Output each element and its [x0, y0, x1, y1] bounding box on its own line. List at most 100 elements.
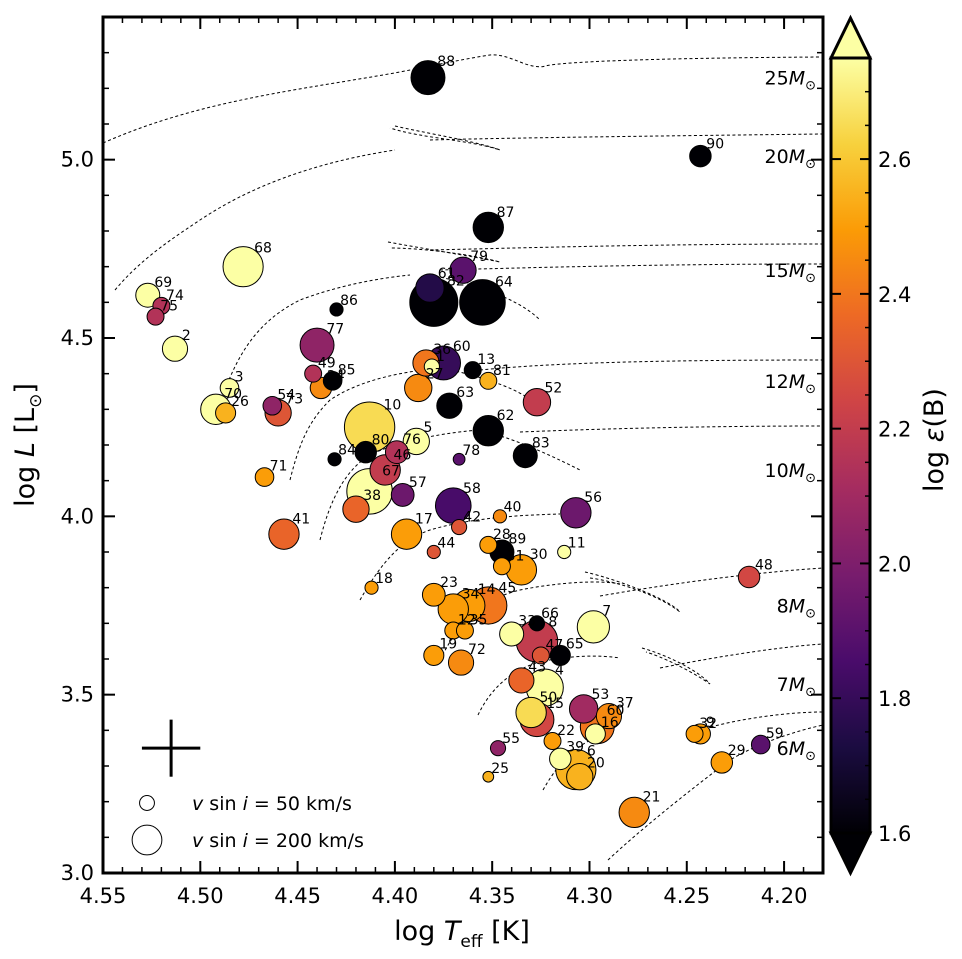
point-label: 56 [584, 490, 602, 506]
point-label: 66 [541, 606, 559, 622]
y-tick-label: 4.0 [61, 504, 94, 528]
point-label: 57 [409, 475, 427, 491]
point-label: 3 [235, 369, 244, 385]
point-label: 83 [532, 435, 550, 451]
data-point [455, 621, 474, 640]
data-point [522, 388, 552, 417]
track-line [114, 149, 396, 291]
point-label: 78 [462, 443, 480, 459]
data-point [472, 415, 504, 447]
data-point [327, 452, 342, 467]
data-point [449, 256, 477, 284]
data-point [557, 544, 572, 560]
legend: v sin i = 50 km/s v sin i = 200 km/s [131, 719, 364, 856]
data-point [219, 378, 240, 398]
point-label: 46 [394, 447, 412, 463]
legend-marker [131, 824, 163, 856]
track-line [584, 571, 681, 613]
point-label: 79 [470, 249, 488, 265]
point-label: 15 [546, 696, 564, 712]
point-label: 52 [544, 381, 562, 397]
data-point [463, 361, 482, 380]
data-point [472, 211, 504, 244]
data-point [710, 751, 734, 774]
data-point [492, 557, 511, 576]
point-label: 48 [755, 557, 773, 573]
data-point [482, 770, 495, 783]
colorbar-tick-label: 2.6 [878, 148, 911, 172]
colorbar-gradient [831, 58, 870, 833]
point-label: 58 [463, 481, 481, 497]
point-label: 84 [338, 443, 356, 459]
point-label: 59 [766, 726, 784, 742]
track-line [641, 647, 711, 685]
data-point [618, 796, 650, 829]
legend-marker [139, 795, 155, 811]
y-tick-label: 5.0 [61, 148, 94, 172]
data-point [415, 273, 445, 303]
data-point [549, 747, 572, 771]
data-point [410, 60, 446, 96]
data-point [479, 535, 498, 554]
data-point [354, 440, 377, 464]
data-point [566, 763, 594, 791]
point-label: 40 [504, 500, 522, 516]
data-point [447, 649, 475, 676]
point-label: 7 [602, 604, 611, 620]
point-label: 25 [491, 761, 509, 777]
data-point [390, 518, 423, 550]
point-label: 39 [566, 739, 584, 755]
data-point [384, 440, 409, 465]
track-line [607, 724, 823, 861]
point-label: 76 [403, 432, 421, 448]
colorbar-tick-label: 1.8 [878, 687, 911, 711]
evolution-tracks [103, 54, 823, 861]
track-line [439, 581, 621, 661]
track-mass-label: 20M⊙ [765, 146, 817, 172]
point-label: 9 [706, 715, 715, 731]
point-label: 43 [528, 660, 546, 676]
colorbar-tick-label: 1.6 [878, 822, 911, 846]
y-tick-label: 3.0 [61, 861, 94, 885]
data-point [459, 279, 506, 326]
data-point [390, 483, 415, 507]
data-point [531, 646, 550, 665]
y-tick-label: 4.5 [61, 326, 94, 350]
data-point [299, 327, 335, 363]
point-label: 34 [462, 586, 480, 602]
track-mass-label: 25M⊙ [765, 68, 817, 94]
point-label: 6 [587, 744, 596, 760]
point-label: 36 [433, 342, 451, 358]
track-line [479, 359, 823, 371]
track-mass-label: 10M⊙ [765, 460, 817, 486]
point-label: 72 [468, 642, 486, 658]
point-label: 55 [502, 731, 520, 747]
point-label: 17 [415, 512, 433, 528]
data-point [479, 371, 498, 390]
point-label: 85 [338, 362, 356, 378]
point-label: 4 [555, 663, 564, 679]
point-label: 61 [438, 266, 456, 282]
point-label: 38 [363, 488, 381, 504]
point-label: 67 [382, 463, 400, 479]
data-point [364, 580, 379, 595]
point-label: 60 [607, 703, 625, 719]
point-label: 31 [507, 548, 525, 564]
data-point [576, 610, 610, 644]
point-label: 45 [499, 580, 517, 596]
x-axis-label: log Teff [K] [394, 916, 530, 952]
point-label: 71 [270, 459, 288, 475]
point-label: 35 [470, 613, 488, 629]
data-point [426, 544, 441, 560]
point-label: 23 [440, 575, 458, 591]
track-line [519, 425, 823, 433]
track-mass-label: 7M⊙ [777, 674, 816, 700]
data-point [492, 509, 508, 524]
point-label: 18 [375, 571, 393, 587]
point-label: 81 [493, 363, 511, 379]
y-axis-label: log L [L⊙] [10, 383, 46, 507]
data-point [215, 402, 237, 424]
track-mass-label: 6M⊙ [777, 738, 816, 764]
